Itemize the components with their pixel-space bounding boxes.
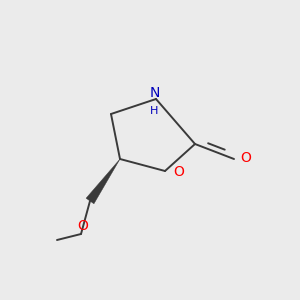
Polygon shape xyxy=(86,159,120,204)
Text: H: H xyxy=(150,106,159,116)
Text: N: N xyxy=(149,86,160,100)
Text: O: O xyxy=(173,166,184,179)
Text: O: O xyxy=(240,151,251,164)
Text: O: O xyxy=(77,219,88,232)
